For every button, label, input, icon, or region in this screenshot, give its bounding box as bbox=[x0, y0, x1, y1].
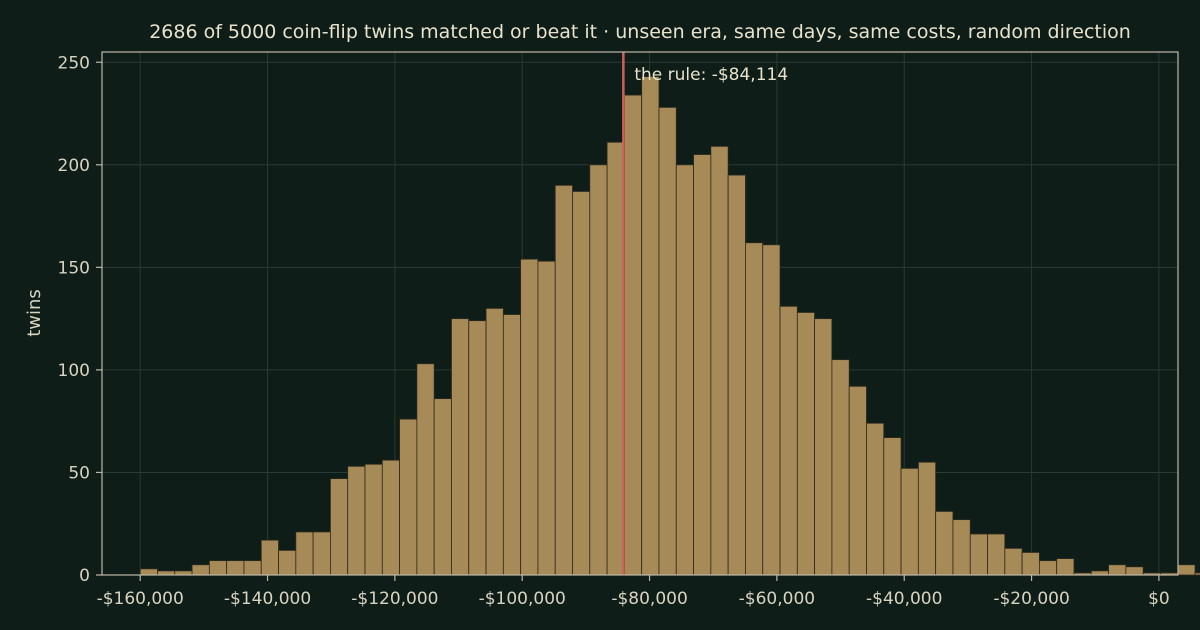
histogram-bar bbox=[900, 467, 919, 576]
x-tick-label: -$60,000 bbox=[739, 589, 815, 609]
histogram-bar bbox=[433, 398, 452, 576]
histogram-bar bbox=[416, 363, 435, 576]
histogram-bar bbox=[1177, 564, 1196, 576]
histogram-bar bbox=[866, 422, 885, 576]
y-tick-label: 0 bbox=[79, 566, 90, 586]
x-tick-label: -$100,000 bbox=[479, 589, 566, 609]
y-tick-label: 100 bbox=[58, 361, 90, 381]
histogram-bar bbox=[399, 418, 418, 576]
histogram-bar bbox=[589, 164, 608, 576]
histogram-bar bbox=[502, 314, 522, 576]
y-tick-label: 50 bbox=[68, 463, 90, 483]
histogram-bar bbox=[451, 318, 470, 576]
histogram-bar bbox=[226, 560, 245, 576]
y-tick-label: 250 bbox=[58, 53, 90, 73]
x-tick-label: -$40,000 bbox=[866, 589, 942, 609]
histogram-bar bbox=[191, 564, 210, 576]
histogram-bar bbox=[987, 533, 1006, 576]
x-tick-label: -$140,000 bbox=[224, 589, 311, 609]
histogram-bars bbox=[139, 76, 1200, 576]
histogram-bar bbox=[1004, 547, 1023, 576]
histogram-bar bbox=[572, 191, 591, 576]
histogram-bar bbox=[641, 76, 660, 576]
tick-labels: -$160,000 -$140,000 -$120,000 -$100,000 -$80… bbox=[58, 53, 1170, 609]
y-tick-label: 200 bbox=[58, 156, 90, 176]
histogram-bar bbox=[381, 459, 400, 576]
histogram-bar bbox=[157, 570, 176, 576]
histogram-bar bbox=[468, 320, 487, 576]
histogram-bar bbox=[554, 184, 573, 576]
histogram-bar bbox=[952, 519, 971, 576]
histogram-bar bbox=[1125, 566, 1144, 576]
histogram-bar bbox=[969, 533, 988, 576]
histogram-bar bbox=[278, 549, 297, 576]
histogram-bar bbox=[330, 478, 349, 576]
x-tick-label: $0 bbox=[1148, 589, 1170, 609]
histogram-bar bbox=[606, 141, 625, 576]
histogram-bar bbox=[1021, 552, 1040, 576]
x-tick-label: -$80,000 bbox=[611, 589, 687, 609]
histogram-bar bbox=[675, 164, 694, 576]
y-axis-label: twins bbox=[24, 289, 45, 337]
histogram-bar bbox=[485, 307, 504, 576]
histogram-bar bbox=[779, 305, 798, 576]
histogram-bar bbox=[295, 531, 314, 576]
histogram-bar bbox=[727, 174, 746, 576]
histogram-bar bbox=[139, 568, 158, 576]
histogram-bar bbox=[537, 260, 556, 576]
y-tick-label: 150 bbox=[58, 258, 90, 278]
x-tick-label: -$160,000 bbox=[97, 589, 184, 609]
histogram-bar bbox=[364, 463, 383, 576]
marker-label: the rule: -$84,114 bbox=[634, 65, 788, 85]
histogram-bar bbox=[831, 359, 850, 576]
histogram-bar bbox=[745, 242, 764, 576]
histogram-bar bbox=[693, 154, 712, 576]
chart-title: 2686 of 5000 coin-flip twins matched or … bbox=[149, 21, 1131, 43]
histogram-bar bbox=[1108, 564, 1127, 576]
histogram-bar bbox=[710, 145, 729, 576]
histogram-bar bbox=[520, 258, 539, 576]
histogram-bar bbox=[243, 560, 262, 576]
histogram-bar bbox=[796, 312, 816, 576]
axes bbox=[101, 51, 1179, 576]
histogram-bar bbox=[260, 539, 279, 576]
histogram-bar bbox=[848, 385, 867, 576]
x-tick-label: -$20,000 bbox=[993, 589, 1069, 609]
histogram-bar bbox=[623, 94, 643, 576]
plot-frame bbox=[101, 51, 1179, 576]
x-tick-label: -$120,000 bbox=[351, 589, 438, 609]
histogram-bar bbox=[1194, 572, 1200, 576]
histogram-bar bbox=[658, 106, 677, 576]
histogram-bar bbox=[917, 461, 937, 576]
histogram-bar bbox=[935, 511, 954, 576]
histogram-bar bbox=[208, 560, 228, 576]
histogram-bar bbox=[1056, 558, 1075, 576]
histogram-bar bbox=[1090, 570, 1109, 576]
histogram-bar bbox=[762, 244, 781, 576]
histogram-bar bbox=[312, 531, 331, 576]
histogram-bar bbox=[174, 570, 193, 576]
histogram-bar bbox=[347, 465, 366, 576]
histogram-bar bbox=[883, 437, 902, 576]
histogram-bar bbox=[814, 318, 833, 576]
histogram-bar bbox=[1039, 560, 1058, 576]
